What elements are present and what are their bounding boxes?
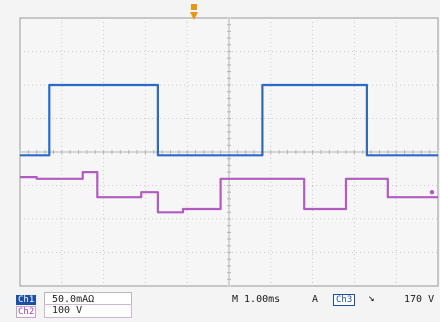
trigger-position-icon — [190, 12, 198, 20]
trace-ch1 — [20, 83, 438, 157]
ch2-scale: 100 V — [52, 305, 83, 316]
ch1-scale: 50.0mAΩ — [52, 294, 95, 305]
ch2-readout-box — [44, 304, 132, 318]
trigger-marker-icon — [191, 4, 197, 10]
ch2-label: Ch2 — [16, 306, 37, 318]
trigger-slope-icon: ↘ — [368, 291, 375, 304]
trace-ch2 — [20, 171, 438, 214]
ch2-level-marker-icon — [429, 190, 435, 195]
trigger-level: 170 V — [404, 294, 435, 305]
timebase-readout: M 1.00ms — [232, 294, 281, 305]
ch1-label: Ch1 — [16, 295, 37, 305]
trigger-source: Ch3 — [333, 294, 356, 306]
trigger-mode: A — [312, 294, 319, 305]
